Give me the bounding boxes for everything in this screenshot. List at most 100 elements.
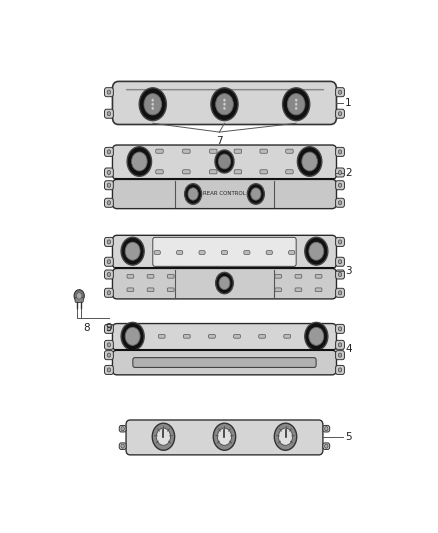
Circle shape [107, 90, 111, 94]
FancyBboxPatch shape [323, 425, 330, 432]
Circle shape [295, 99, 297, 101]
Circle shape [219, 277, 230, 289]
Circle shape [247, 184, 264, 204]
FancyBboxPatch shape [105, 366, 113, 375]
Circle shape [125, 242, 140, 260]
FancyBboxPatch shape [275, 274, 282, 278]
FancyBboxPatch shape [336, 168, 344, 177]
Text: 1: 1 [345, 98, 352, 108]
Circle shape [77, 293, 82, 299]
FancyBboxPatch shape [336, 147, 344, 156]
FancyBboxPatch shape [336, 270, 344, 279]
Circle shape [217, 428, 232, 446]
FancyBboxPatch shape [105, 257, 113, 266]
FancyBboxPatch shape [315, 274, 322, 278]
FancyBboxPatch shape [167, 274, 174, 278]
FancyBboxPatch shape [336, 109, 344, 118]
FancyBboxPatch shape [234, 149, 242, 154]
Circle shape [185, 184, 201, 204]
FancyBboxPatch shape [234, 169, 242, 174]
Text: 8: 8 [84, 324, 90, 333]
Circle shape [107, 150, 111, 154]
FancyBboxPatch shape [289, 251, 295, 254]
FancyBboxPatch shape [119, 425, 126, 432]
FancyBboxPatch shape [259, 335, 265, 338]
FancyBboxPatch shape [75, 297, 83, 302]
Circle shape [338, 272, 342, 277]
Circle shape [338, 240, 342, 244]
FancyBboxPatch shape [284, 335, 290, 338]
Circle shape [107, 183, 111, 187]
FancyBboxPatch shape [113, 180, 336, 208]
Circle shape [287, 94, 305, 115]
Circle shape [338, 368, 342, 372]
Circle shape [251, 188, 261, 200]
FancyBboxPatch shape [105, 341, 113, 350]
Circle shape [295, 103, 297, 106]
Circle shape [152, 107, 154, 110]
Text: 3: 3 [345, 266, 352, 276]
FancyBboxPatch shape [113, 324, 336, 350]
Text: 2: 2 [345, 168, 352, 177]
FancyBboxPatch shape [209, 169, 217, 174]
Circle shape [215, 94, 233, 115]
FancyBboxPatch shape [336, 288, 344, 297]
FancyBboxPatch shape [113, 350, 336, 375]
Circle shape [305, 237, 328, 265]
FancyBboxPatch shape [336, 198, 344, 207]
FancyBboxPatch shape [336, 87, 344, 96]
Circle shape [215, 272, 233, 294]
FancyBboxPatch shape [233, 335, 240, 338]
FancyBboxPatch shape [184, 335, 190, 338]
Circle shape [156, 428, 170, 446]
FancyBboxPatch shape [336, 237, 344, 246]
Circle shape [274, 423, 297, 450]
Circle shape [125, 327, 140, 345]
Circle shape [309, 327, 324, 345]
FancyBboxPatch shape [147, 288, 154, 292]
Circle shape [219, 154, 230, 169]
Circle shape [338, 112, 342, 116]
FancyBboxPatch shape [208, 335, 215, 338]
FancyBboxPatch shape [336, 181, 344, 190]
Text: 5: 5 [345, 432, 352, 442]
Circle shape [107, 240, 111, 244]
FancyBboxPatch shape [286, 169, 293, 174]
FancyBboxPatch shape [113, 269, 336, 299]
FancyBboxPatch shape [113, 82, 336, 125]
FancyBboxPatch shape [113, 145, 336, 180]
FancyBboxPatch shape [105, 270, 113, 279]
FancyBboxPatch shape [147, 274, 154, 278]
Circle shape [107, 368, 111, 372]
Circle shape [107, 112, 111, 116]
Circle shape [338, 171, 342, 174]
FancyBboxPatch shape [126, 420, 323, 455]
FancyBboxPatch shape [105, 87, 113, 96]
FancyBboxPatch shape [336, 325, 344, 334]
FancyBboxPatch shape [167, 288, 174, 292]
FancyBboxPatch shape [244, 251, 250, 254]
FancyBboxPatch shape [127, 274, 134, 278]
Circle shape [211, 88, 238, 120]
Circle shape [309, 242, 324, 260]
FancyBboxPatch shape [105, 325, 113, 334]
Circle shape [338, 201, 342, 205]
FancyBboxPatch shape [127, 288, 134, 292]
FancyBboxPatch shape [119, 443, 126, 449]
Circle shape [338, 327, 342, 331]
FancyBboxPatch shape [105, 288, 113, 297]
FancyBboxPatch shape [156, 149, 163, 154]
Circle shape [338, 291, 342, 295]
Circle shape [121, 237, 144, 265]
Circle shape [223, 99, 226, 101]
FancyBboxPatch shape [156, 169, 163, 174]
Circle shape [121, 444, 124, 448]
Text: 9: 9 [106, 324, 113, 333]
Circle shape [107, 353, 111, 357]
Circle shape [74, 290, 84, 302]
FancyBboxPatch shape [222, 251, 227, 254]
Circle shape [107, 171, 111, 174]
Circle shape [152, 99, 154, 101]
FancyBboxPatch shape [336, 257, 344, 266]
FancyBboxPatch shape [336, 341, 344, 350]
